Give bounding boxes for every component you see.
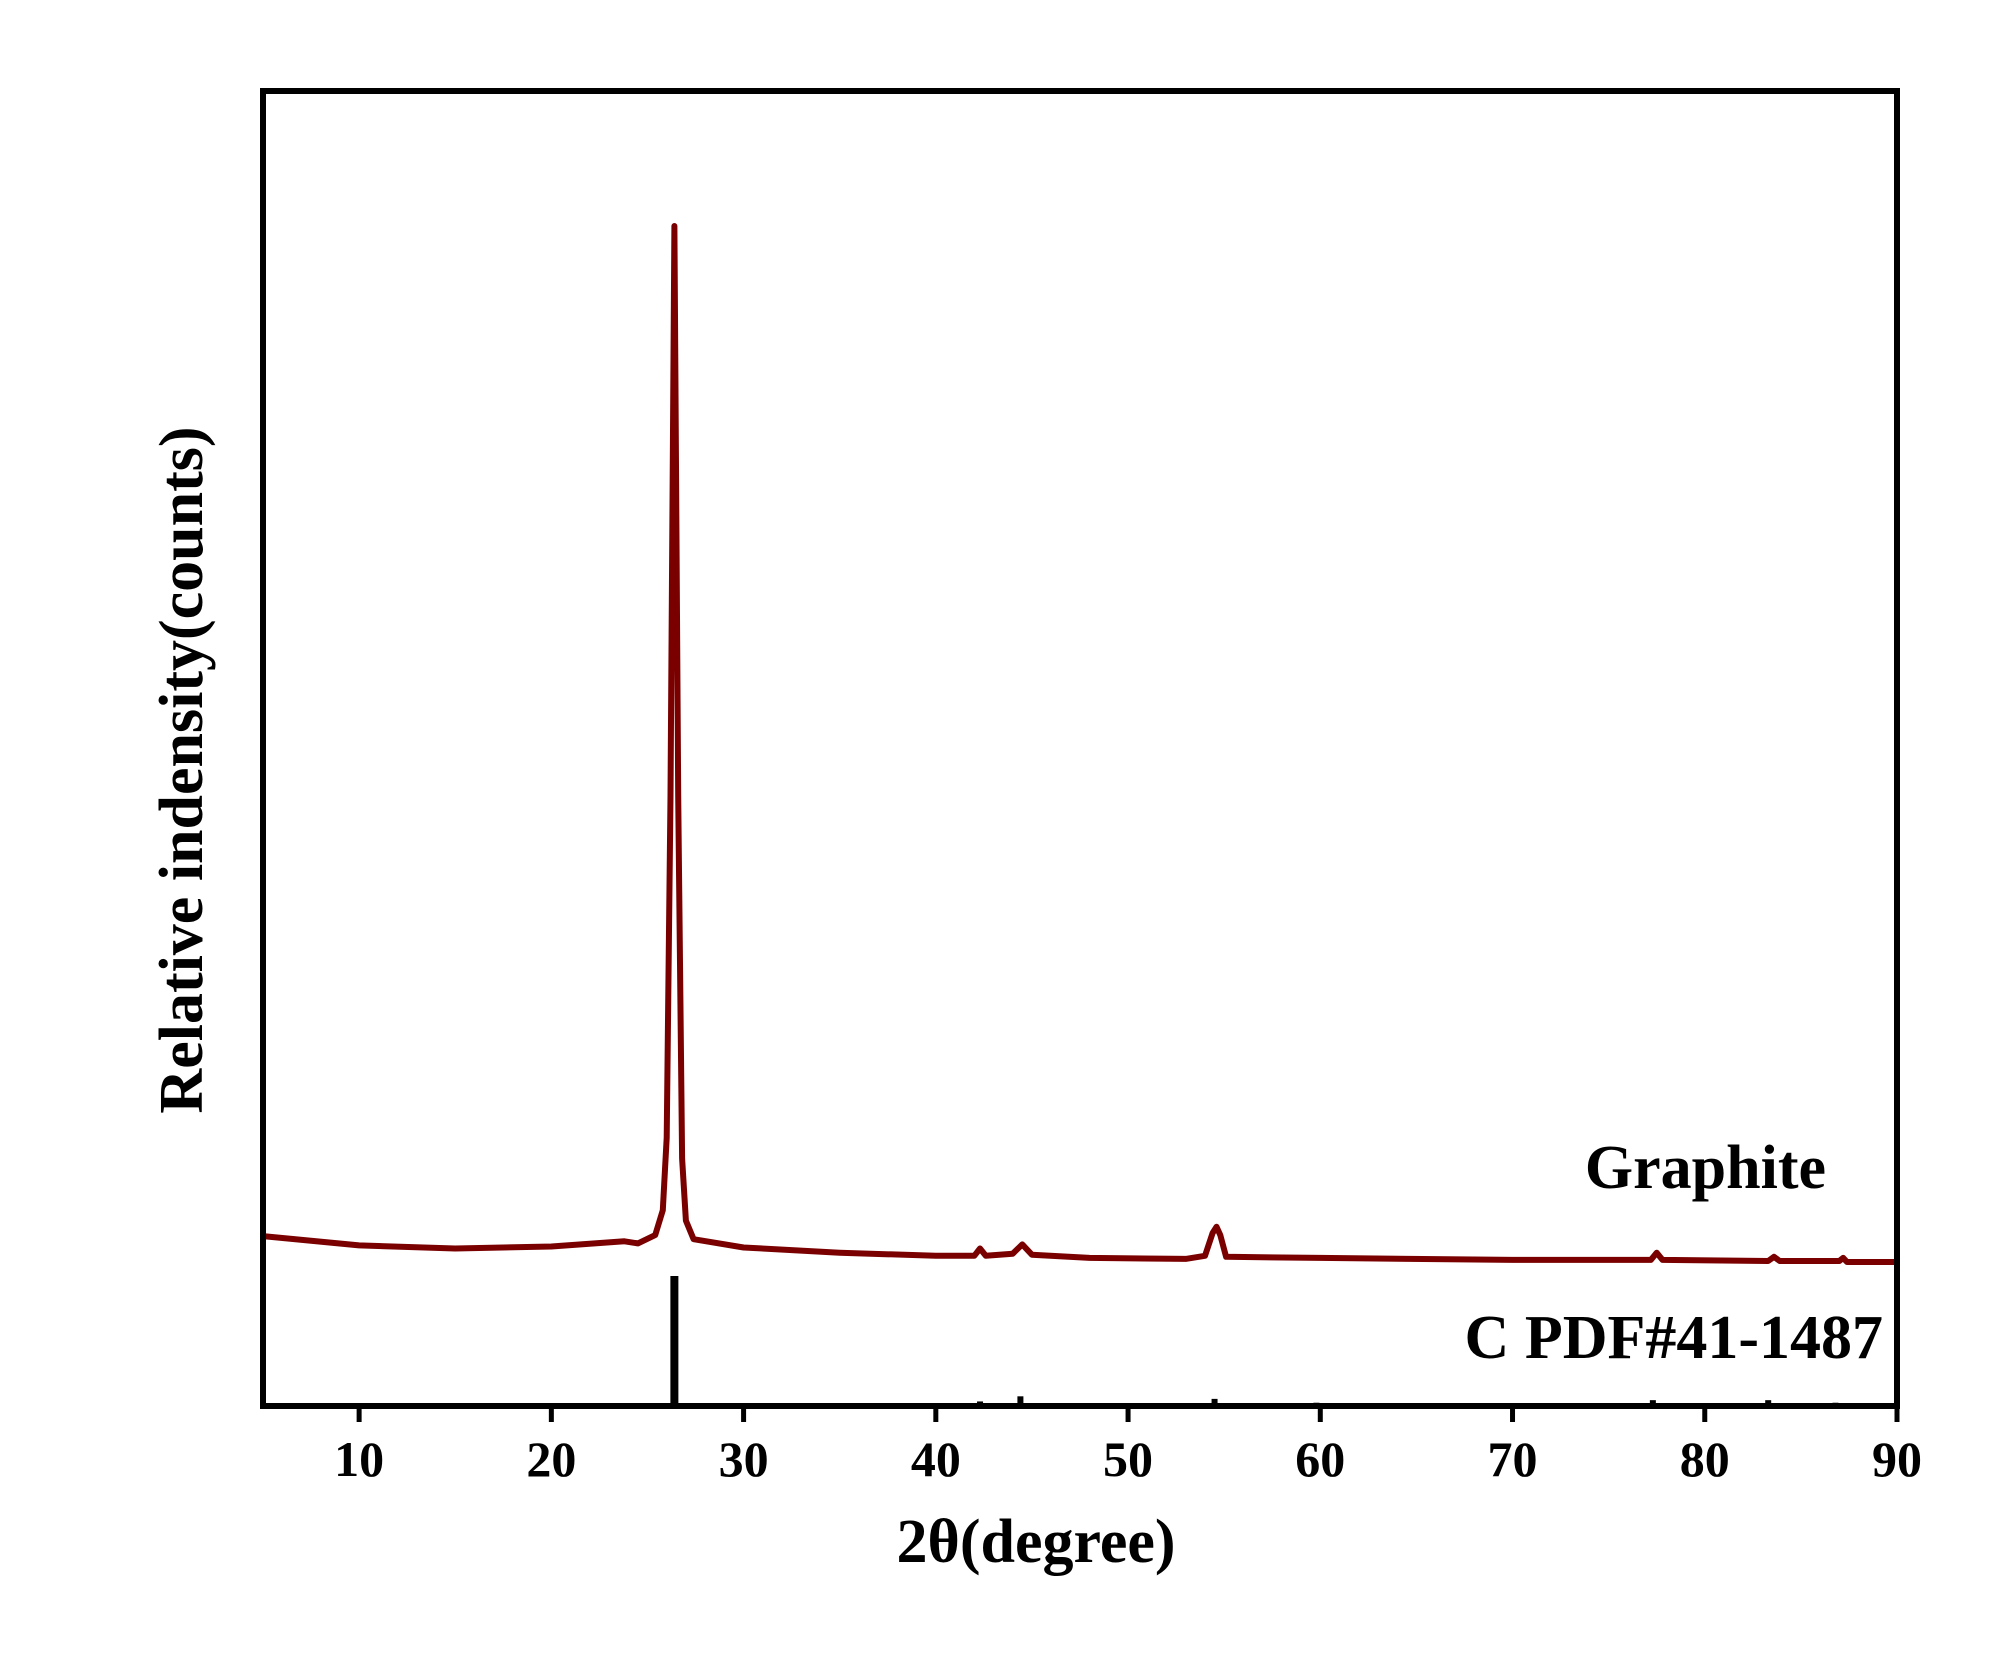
x-tick-label: 20 [526, 1431, 576, 1487]
y-axis-title: Relative indensity(counts) [148, 426, 216, 1113]
graphite-label: Graphite [1585, 1134, 1826, 1202]
reference-pdf-label: C PDF#41-1487 [1465, 1304, 1883, 1372]
x-axis-title: 2θ(degree) [896, 1508, 1175, 1576]
x-tick-label: 50 [1103, 1431, 1153, 1487]
x-tick-label: 70 [1488, 1431, 1538, 1487]
x-tick-label: 10 [334, 1431, 384, 1487]
x-tick-label: 80 [1680, 1431, 1730, 1487]
x-tick-label: 60 [1295, 1431, 1345, 1487]
x-tick-label: 90 [1872, 1431, 1922, 1487]
graphite-pattern-line [262, 223, 1897, 1265]
x-tick-label: 30 [719, 1431, 769, 1487]
x-axis-ticks: 10 20 30 40 50 60 70 80 90 [334, 1406, 1922, 1487]
x-tick-label: 40 [911, 1431, 961, 1487]
plot-frame [260, 88, 1900, 1409]
plot-area [262, 223, 1897, 1404]
